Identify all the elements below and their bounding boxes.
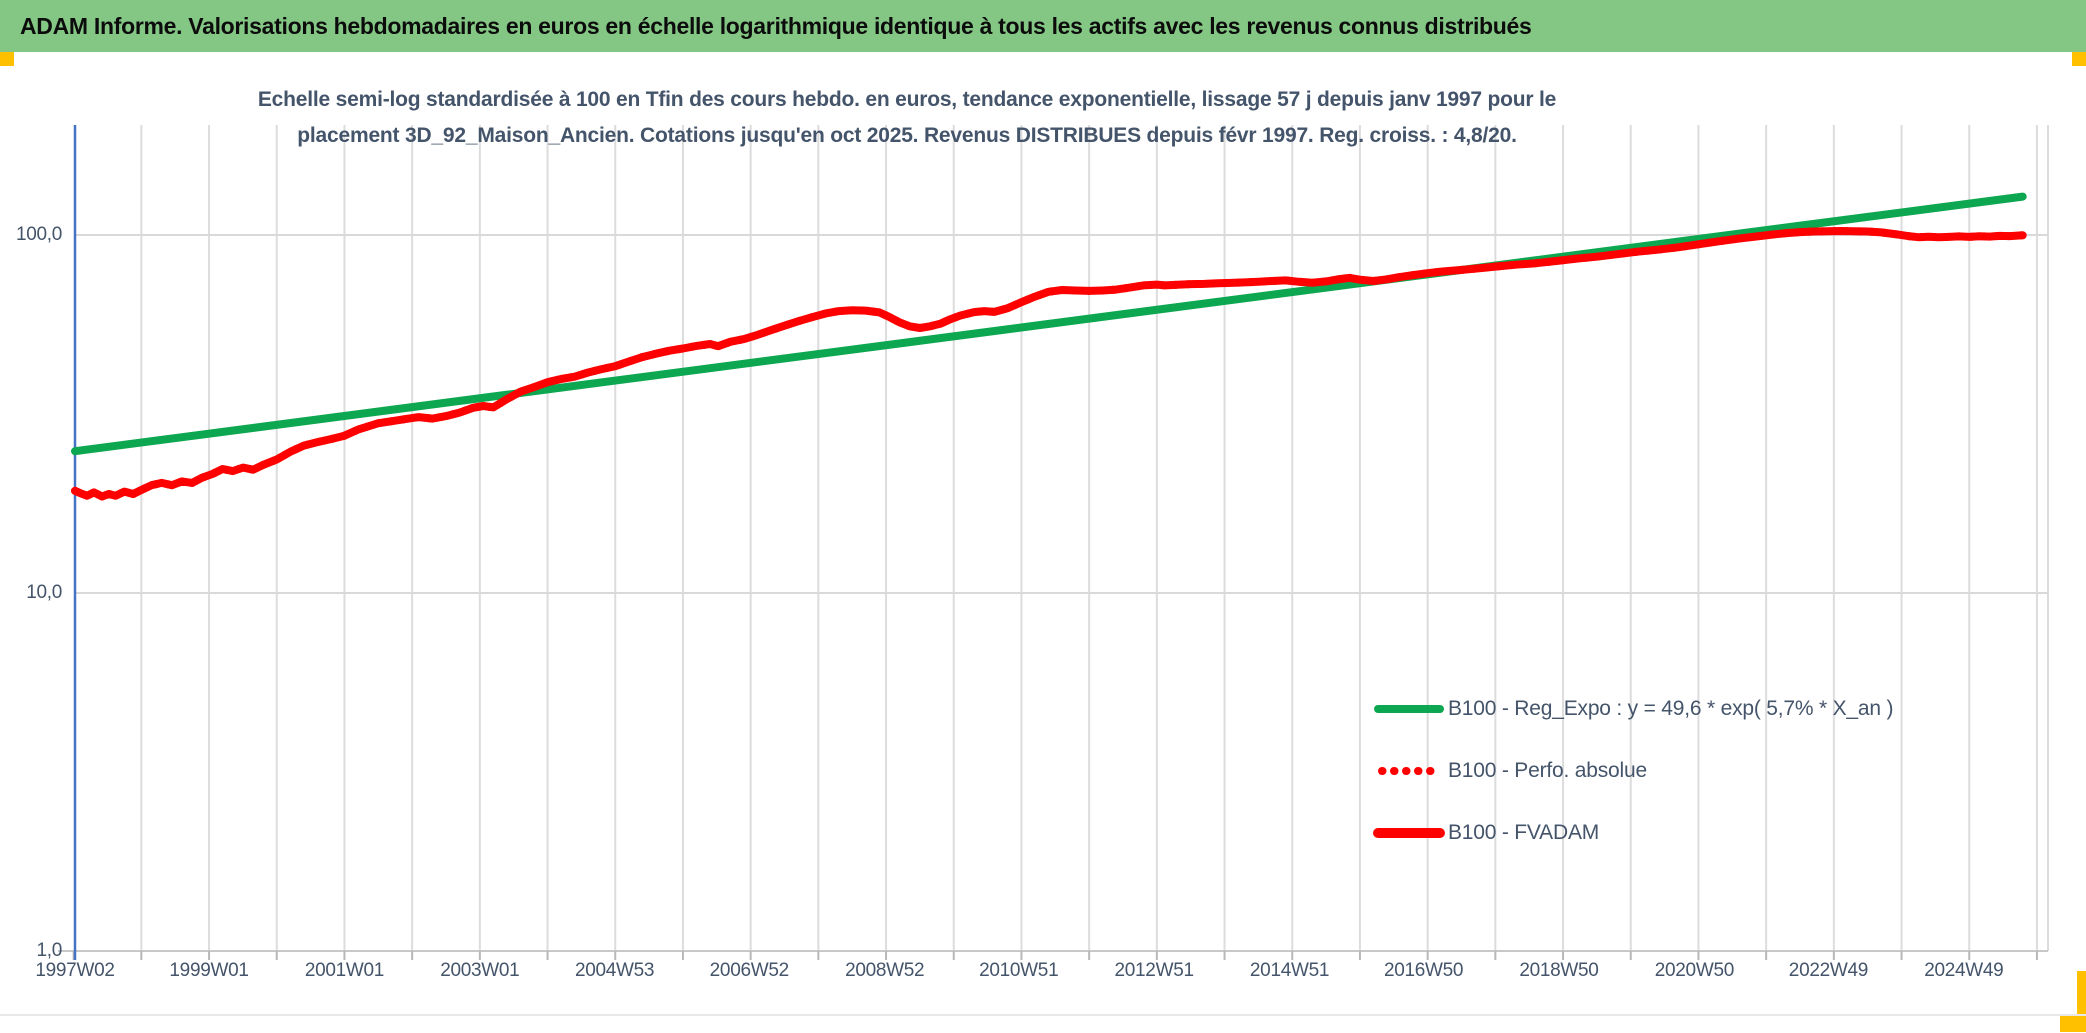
x-tick-label: 2018W50 (1519, 960, 1599, 981)
x-tick-label: 2024W49 (1924, 960, 2004, 981)
series-line (71, 192, 2027, 456)
x-tick-label: 2016W50 (1383, 960, 1464, 981)
gold-corner-bottom-right-vertical (2077, 971, 2086, 1016)
chart-title-line2: placement 3D_92_Maison_Ancien. Cotations… (297, 124, 1517, 147)
legend-label[interactable]: B100 - Reg_Expo : y = 49,6 * exp( 5,7% *… (1448, 697, 1894, 720)
chart-title-line1: Echelle semi-log standardisée à 100 en T… (257, 88, 1557, 111)
x-tick-label: 2014W51 (1249, 960, 1330, 981)
legend-label[interactable]: B100 - Perfo. absolue (1448, 759, 1647, 782)
gold-corner-top-right (2072, 52, 2086, 66)
x-tick-label: 1999W01 (169, 960, 249, 981)
x-tick-label: 2003W01 (440, 960, 520, 981)
legend-label[interactable]: B100 - FVADAM (1448, 821, 1600, 844)
x-tick-label: 2006W52 (709, 960, 790, 981)
x-tick-label: 2004W53 (574, 960, 655, 981)
x-tick-label: 2001W01 (304, 960, 385, 981)
header-title: ADAM Informe. Valorisations hebdomadaire… (20, 12, 1532, 39)
x-tick-label: 2020W50 (1654, 960, 1735, 981)
series-dotted-line (71, 227, 2027, 501)
x-tick-label: 2022W49 (1788, 960, 1869, 981)
gold-corner-bottom-right (2060, 1016, 2086, 1032)
series-line (71, 227, 2027, 501)
gold-corner-top-left (0, 52, 14, 66)
x-tick-label: 2010W51 (979, 960, 1059, 981)
x-tick-label: 2012W51 (1114, 960, 1195, 981)
y-tick-label: 1,0 (36, 940, 62, 961)
x-tick-label: 1997W02 (35, 960, 115, 981)
sheet-bottom-rule (0, 1014, 2086, 1016)
x-tick-label: 2008W52 (845, 960, 925, 981)
y-tick-label: 10,0 (26, 582, 62, 603)
header-bar: ADAM Informe. Valorisations hebdomadaire… (0, 0, 2086, 52)
chart-title: Echelle semi-log standardisée à 100 en T… (207, 82, 1607, 154)
y-tick-label: 100,0 (15, 224, 62, 245)
